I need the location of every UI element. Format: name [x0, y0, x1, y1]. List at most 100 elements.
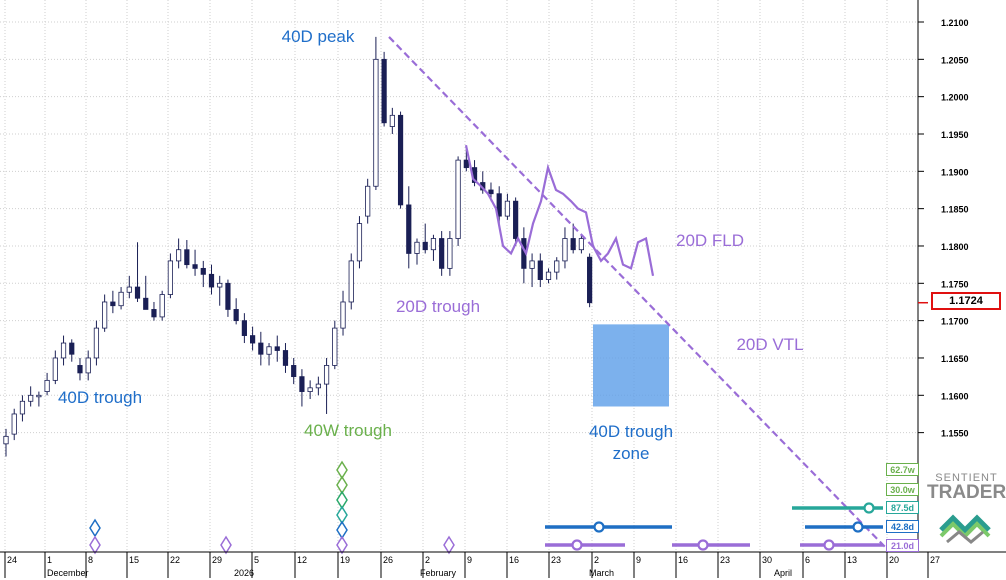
candle-body: [258, 342, 264, 355]
y-tick-label: 1.1550: [941, 429, 969, 439]
candle-body: [332, 327, 338, 366]
annotation-40d-trough-zone-line1: 40D trough: [589, 422, 673, 441]
candle-body: [537, 260, 543, 280]
candle-body: [447, 238, 453, 269]
cycle-bar-21d-c-marker: [823, 539, 835, 551]
cycle-bar-21d-a-marker: [571, 539, 583, 551]
cycle-badge-21-0d: 21.0d: [886, 539, 919, 552]
candle-body: [340, 301, 346, 329]
candle-body: [430, 238, 437, 251]
y-tick-label: 1.1650: [941, 354, 969, 364]
x-tick-label: 22: [170, 555, 180, 565]
x-tick-label: 27: [930, 555, 940, 565]
x-tick-label: 23: [720, 555, 730, 565]
candle-body: [85, 357, 91, 374]
x-tick-label: 9: [636, 555, 641, 565]
candle-body: [110, 301, 116, 307]
candle-body: [266, 346, 272, 355]
y-tick-label: 1.2000: [941, 93, 969, 103]
candle-body: [208, 273, 215, 288]
x-tick-label: 16: [509, 555, 519, 565]
candle-body: [167, 260, 173, 295]
x-tick-label: 13: [847, 555, 857, 565]
candle-body: [200, 267, 206, 275]
x-tick-label: 19: [340, 555, 350, 565]
candle-body: [52, 357, 58, 381]
cycle-bar-42-8d-marker: [593, 521, 605, 533]
x-tick-label: 16: [678, 555, 688, 565]
candle-body: [488, 189, 494, 195]
candle-body: [93, 327, 100, 359]
trough-zone-box: [593, 324, 669, 407]
current-price-label: 1.1724: [931, 292, 1001, 310]
x-tick-label: 2: [425, 555, 430, 565]
candle-body: [233, 309, 239, 322]
candle-body: [373, 58, 379, 187]
fld-line: [464, 144, 655, 277]
logo-text-bottom: TRADER: [927, 482, 1006, 503]
candle-body: [282, 350, 289, 366]
candle-body: [19, 400, 26, 415]
candle-body: [578, 238, 585, 251]
candle-body: [414, 241, 420, 254]
cycle-bar-42-8d-b-marker: [852, 521, 864, 533]
candle-body: [389, 114, 395, 127]
x-tick-label: 20: [889, 555, 899, 565]
candle-body: [587, 256, 593, 304]
candle-body: [504, 200, 511, 217]
annotation-40d-trough: 40D trough: [58, 388, 142, 407]
x-tick-label: 8: [88, 555, 93, 565]
candle-body: [365, 185, 371, 217]
cycle-diamond-blue: [89, 518, 101, 538]
candle-body: [274, 346, 280, 351]
candle-body: [102, 301, 108, 329]
cycle-diamond-purple: [443, 535, 455, 555]
y-tick-label: 1.2100: [941, 18, 969, 28]
candle-body: [455, 159, 461, 239]
cycle-badge-87-5d: 87.5d: [886, 501, 919, 514]
cycle-bar-87-5d-marker: [863, 502, 875, 514]
candle-body: [463, 159, 469, 168]
cycle-diamond-purple: [220, 535, 232, 555]
candle-body: [36, 394, 42, 398]
x-tick-label: 2: [594, 555, 599, 565]
candle-body: [241, 320, 247, 336]
candle-body: [513, 200, 519, 239]
candle-body: [11, 413, 17, 435]
cycle-diamond-purple: [89, 535, 101, 555]
y-tick-label: 1.1800: [941, 242, 969, 252]
x-tick-label: 5: [254, 555, 259, 565]
candle-body: [570, 238, 576, 251]
candle-body: [60, 342, 67, 359]
candle-body: [422, 241, 428, 251]
annotation-40d-trough-zone-line2: zone: [613, 444, 650, 463]
candle-body: [176, 249, 182, 262]
candle-body: [126, 286, 132, 293]
x-month-label: February: [420, 568, 457, 578]
candle-body: [554, 260, 560, 273]
y-tick-label: 1.2050: [941, 55, 969, 65]
y-tick-label: 1.1850: [941, 205, 969, 215]
logo-text-top: SENTIENT: [935, 472, 998, 484]
x-tick-label: 15: [129, 555, 139, 565]
candle-body: [184, 249, 190, 266]
candle-body: [143, 297, 149, 310]
x-tick-label: 23: [551, 555, 561, 565]
x-month-label: March: [589, 568, 614, 578]
candle-body: [348, 260, 354, 303]
logo-wave-icon: [938, 514, 991, 544]
candle-body: [225, 282, 231, 310]
vtl-line: [388, 36, 889, 551]
y-tick-label: 1.1600: [941, 391, 969, 401]
candle-body: [159, 294, 165, 318]
candle-body: [44, 379, 50, 392]
candle-body: [28, 394, 34, 402]
candle-body: [217, 282, 223, 288]
annotation-40d-peak: 40D peak: [282, 27, 355, 46]
candle-body: [134, 286, 141, 299]
candle-body: [118, 291, 124, 307]
candle-body: [323, 365, 330, 385]
cycle-badge-30-0w: 30.0w: [886, 483, 919, 496]
cycle-diamond-stack: [336, 535, 348, 555]
